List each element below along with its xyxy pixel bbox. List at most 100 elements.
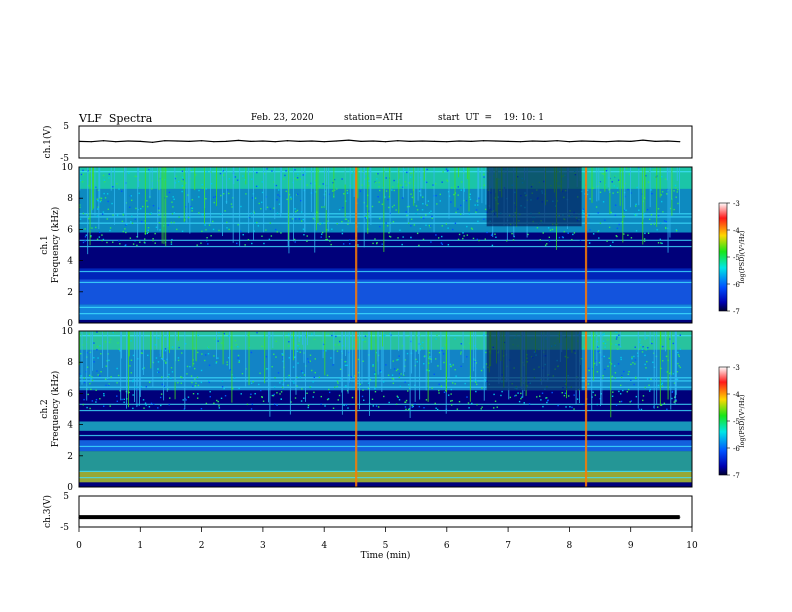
spectral-speckle xyxy=(573,394,575,396)
spectral-speckle xyxy=(599,222,602,224)
spectral-speckle xyxy=(631,356,633,358)
sferic-spike xyxy=(86,331,88,401)
sferic-spike xyxy=(389,167,391,233)
spectral-speckle xyxy=(634,346,636,348)
spectral-speckle xyxy=(130,372,132,374)
sferic-spike xyxy=(328,167,330,232)
spectral-speckle xyxy=(131,222,134,224)
spectral-band xyxy=(79,440,692,452)
spectral-speckle xyxy=(102,331,104,333)
spectral-speckle xyxy=(380,371,382,373)
sferic-spike xyxy=(174,167,176,189)
spectral-speckle xyxy=(364,340,366,343)
waveform-point xyxy=(446,141,448,143)
spectral-speckle xyxy=(379,369,381,372)
spectral-speckle xyxy=(457,186,459,188)
spectral-speckle xyxy=(596,403,598,406)
spectral-speckle xyxy=(454,383,456,385)
spectral-speckle xyxy=(618,179,620,181)
spectral-speckle xyxy=(116,367,118,370)
spectral-speckle xyxy=(223,387,225,390)
spectral-speckle xyxy=(121,220,124,223)
sferic-spike xyxy=(177,331,179,341)
spectral-speckle xyxy=(598,237,600,239)
spectral-speckle xyxy=(294,241,296,243)
spectral-speckle xyxy=(366,205,368,207)
sferic-spike xyxy=(301,167,303,212)
waveform-point xyxy=(311,140,313,142)
spectral-speckle xyxy=(227,335,230,337)
spectral-speckle xyxy=(395,403,398,405)
spectral-speckle xyxy=(108,359,110,362)
spectral-speckle xyxy=(452,364,454,366)
waveform-point xyxy=(188,140,190,142)
spectral-speckle xyxy=(656,229,658,231)
sferic-spike xyxy=(347,331,349,394)
sferic-spike xyxy=(389,167,391,198)
spectral-speckle xyxy=(619,393,622,395)
spectral-speckle xyxy=(450,404,453,406)
spectral-speckle xyxy=(165,362,167,364)
spectral-speckle xyxy=(251,242,253,245)
spectral-speckle xyxy=(558,236,561,239)
sferic-spike xyxy=(183,167,185,223)
spectral-speckle xyxy=(174,177,176,180)
spectral-speckle xyxy=(425,181,428,184)
spectral-speckle xyxy=(90,236,92,238)
spectral-speckle xyxy=(609,361,611,364)
narrowband-line xyxy=(79,239,692,241)
spectral-speckle xyxy=(623,233,625,235)
spectral-speckle xyxy=(129,195,132,197)
spectral-speckle xyxy=(217,400,219,403)
spectral-speckle xyxy=(616,235,618,238)
spectral-speckle xyxy=(341,229,344,231)
spectral-speckle xyxy=(318,376,321,379)
spectral-speckle xyxy=(675,187,677,189)
spectral-speckle xyxy=(277,372,280,374)
spectral-speckle xyxy=(200,369,203,372)
spectral-speckle xyxy=(140,352,143,354)
spectral-speckle xyxy=(520,397,522,400)
sferic-spike xyxy=(619,331,621,348)
narrowband-line xyxy=(79,403,692,405)
spectral-speckle xyxy=(178,216,180,218)
spectral-speckle xyxy=(187,216,190,219)
spectral-speckle xyxy=(245,193,247,195)
spectral-speckle xyxy=(368,354,370,356)
spectral-speckle xyxy=(608,357,610,360)
spectral-speckle xyxy=(197,334,199,336)
spectral-speckle xyxy=(343,404,345,406)
sferic-spike xyxy=(264,331,266,384)
spectral-speckle xyxy=(604,219,606,221)
spectral-speckle xyxy=(180,376,182,378)
sferic-spike xyxy=(263,167,265,233)
spectral-speckle xyxy=(547,227,550,229)
spectral-speckle xyxy=(122,230,125,233)
spectral-speckle xyxy=(614,214,617,216)
spectral-speckle xyxy=(251,403,254,405)
spectral-speckle xyxy=(675,196,677,198)
spectral-speckle xyxy=(636,186,638,189)
spectral-speckle xyxy=(635,377,637,380)
spectral-speckle xyxy=(597,350,599,353)
spectral-speckle xyxy=(644,354,646,357)
spectral-speckle xyxy=(563,394,566,397)
spectral-speckle xyxy=(104,197,107,199)
sferic-spike xyxy=(281,167,282,215)
spectral-speckle xyxy=(167,388,169,390)
spectral-speckle xyxy=(216,399,218,402)
spectral-speckle xyxy=(661,382,664,384)
spectral-speckle xyxy=(357,168,360,170)
spectral-speckle xyxy=(86,366,89,368)
spectral-speckle xyxy=(404,401,406,403)
spectral-speckle xyxy=(457,208,459,210)
spectral-speckle xyxy=(184,219,186,221)
spectral-speckle xyxy=(450,388,453,391)
spectral-speckle xyxy=(411,196,414,199)
header-station: station=ATH xyxy=(344,113,403,123)
spectral-speckle xyxy=(233,377,236,379)
spectral-speckle xyxy=(619,384,622,386)
colorbar-tick-label: -7 xyxy=(733,472,740,480)
spectral-speckle xyxy=(299,376,302,379)
spectral-speckle xyxy=(157,337,160,340)
